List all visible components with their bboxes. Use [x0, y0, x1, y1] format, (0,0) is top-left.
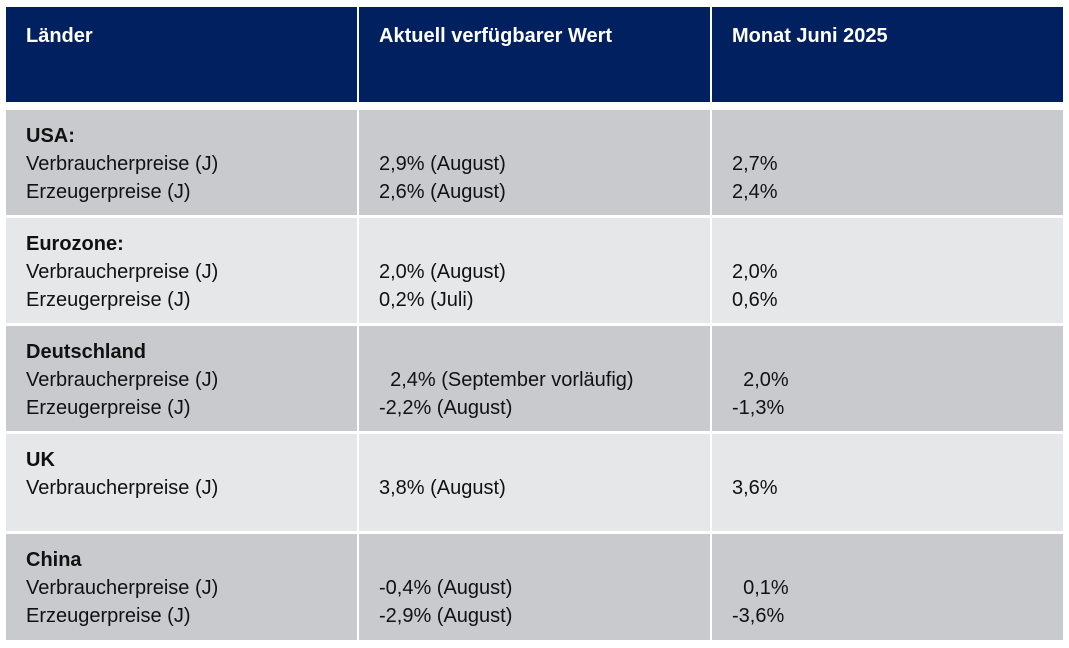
- table-cell: UK Verbraucherpreise (J): [6, 434, 357, 531]
- spacer: [732, 122, 1063, 150]
- value-text: -2,9% (August): [379, 605, 513, 627]
- spacer: [379, 446, 710, 474]
- value-text: -0,4% (August): [379, 577, 513, 599]
- header-cell: Länder: [6, 7, 357, 102]
- value-text: 3,6%: [732, 477, 778, 499]
- indicator-label: Verbraucherpreise (J): [26, 153, 219, 175]
- table-cell: China Verbraucherpreise (J) Erzeugerpreise…: [6, 534, 357, 640]
- table-cell: 3,8% (August): [359, 434, 710, 531]
- spacer: [379, 230, 710, 258]
- spacer: [379, 338, 710, 366]
- table-cell: USA: Verbraucherpreise (J) Erzeugerpreise …: [6, 110, 357, 215]
- country-name: USA:: [26, 125, 75, 147]
- table-cell: 2,9% (August) 2,6% (August): [359, 110, 710, 215]
- value-text: 0,1%: [732, 577, 789, 599]
- header-cell: Monat Juni 2025: [712, 7, 1063, 102]
- spacer: [732, 338, 1063, 366]
- table-cell: -0,4% (August) -2,9% (August): [359, 534, 710, 640]
- value-text: 2,6% (August): [379, 181, 506, 203]
- table-cell: 3,6%: [712, 434, 1063, 531]
- value-text: 2,7%: [732, 153, 778, 175]
- indicator-label: Erzeugerpreise (J): [26, 289, 191, 311]
- spacer: [379, 546, 710, 574]
- spacer: [732, 446, 1063, 474]
- value-text: 2,4%: [732, 181, 778, 203]
- spacer: [732, 230, 1063, 258]
- value-text: 2,0% (August): [379, 261, 506, 283]
- value-text: -3,6%: [732, 605, 785, 627]
- table-cell: 2,4% (September vorläufig) -2,2% (August): [359, 326, 710, 431]
- header-cell: Aktuell verfügbarer Wert: [359, 7, 710, 102]
- country-name: Deutschland: [26, 341, 147, 363]
- indicator-label: Verbraucherpreise (J): [26, 577, 219, 599]
- value-text: 2,0%: [732, 369, 789, 391]
- table-cell: Eurozone: Verbraucherpreise (J) Erzeugerpr…: [6, 218, 357, 323]
- indicator-label: Erzeugerpreise (J): [26, 605, 191, 627]
- value-text: -2,2% (August): [379, 397, 513, 419]
- indicator-label: Erzeugerpreise (J): [26, 397, 191, 419]
- table-cell: 2,0% (August) 0,2% (Juli): [359, 218, 710, 323]
- table-cell: 2,0% 0,6%: [712, 218, 1063, 323]
- value-text: -1,3%: [732, 397, 785, 419]
- value-text: 2,4% (September vorläufig): [379, 369, 634, 391]
- country-name: China: [26, 549, 82, 571]
- value-text: 0,2% (Juli): [379, 289, 474, 311]
- indicator-label: Verbraucherpreise (J): [26, 369, 219, 391]
- table-cell: 2,7% 2,4%: [712, 110, 1063, 215]
- country-name: UK: [26, 449, 55, 471]
- value-text: 3,8% (August): [379, 477, 506, 499]
- value-text: 2,9% (August): [379, 153, 506, 175]
- value-text: 2,0%: [732, 261, 778, 283]
- country-name: Eurozone:: [26, 233, 124, 255]
- table-cell: 2,0% -1,3%: [712, 326, 1063, 431]
- indicator-label: Verbraucherpreise (J): [26, 477, 219, 499]
- spacer: [379, 122, 710, 150]
- indicator-label: Erzeugerpreise (J): [26, 181, 191, 203]
- indicator-label: Verbraucherpreise (J): [26, 261, 219, 283]
- table-cell: 0,1% -3,6%: [712, 534, 1063, 640]
- table-cell: Deutschland Verbraucherpreise (J) Erzeuger…: [6, 326, 357, 431]
- spacer: [732, 546, 1063, 574]
- value-text: 0,6%: [732, 289, 778, 311]
